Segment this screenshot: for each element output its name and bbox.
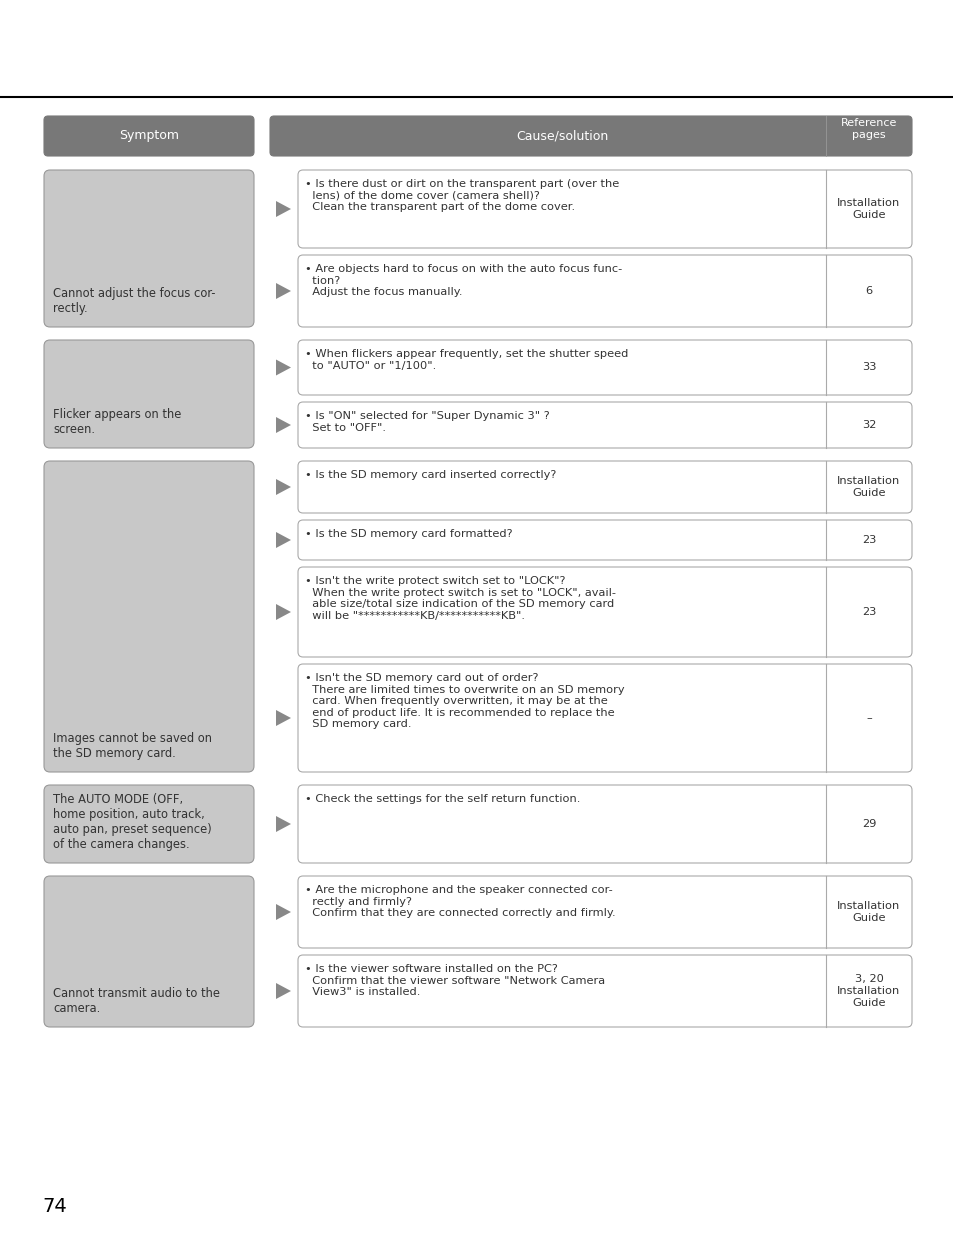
FancyBboxPatch shape bbox=[44, 169, 253, 327]
FancyBboxPatch shape bbox=[297, 255, 911, 327]
Polygon shape bbox=[275, 710, 291, 726]
FancyBboxPatch shape bbox=[297, 664, 911, 772]
FancyBboxPatch shape bbox=[297, 785, 911, 863]
Text: 32: 32 bbox=[861, 421, 875, 430]
FancyBboxPatch shape bbox=[44, 116, 253, 156]
Text: 33: 33 bbox=[861, 362, 876, 372]
Text: 74: 74 bbox=[42, 1197, 67, 1216]
FancyBboxPatch shape bbox=[297, 169, 911, 247]
Text: Installation
Guide: Installation Guide bbox=[837, 476, 900, 497]
Text: • Isn't the write protect switch set to "LOCK"?
  When the write protect switch : • Isn't the write protect switch set to … bbox=[305, 576, 616, 621]
Text: • Is the SD memory card inserted correctly?: • Is the SD memory card inserted correct… bbox=[305, 470, 556, 480]
Polygon shape bbox=[275, 983, 291, 999]
Text: 23: 23 bbox=[861, 534, 875, 546]
Text: • Is there dust or dirt on the transparent part (over the
  lens) of the dome co: • Is there dust or dirt on the transpare… bbox=[305, 179, 618, 213]
Text: 6: 6 bbox=[864, 286, 872, 296]
Text: Symptom: Symptom bbox=[119, 130, 179, 142]
Text: Flicker appears on the
screen.: Flicker appears on the screen. bbox=[53, 408, 181, 435]
Text: 29: 29 bbox=[861, 819, 875, 829]
Text: –: – bbox=[865, 713, 871, 722]
Text: • Is "ON" selected for "Super Dynamic 3" ?
  Set to "OFF".: • Is "ON" selected for "Super Dynamic 3"… bbox=[305, 411, 549, 433]
Text: Reference
pages: Reference pages bbox=[840, 119, 896, 140]
Text: Cannot transmit audio to the
camera.: Cannot transmit audio to the camera. bbox=[53, 987, 220, 1016]
Polygon shape bbox=[275, 816, 291, 833]
Polygon shape bbox=[275, 904, 291, 920]
Polygon shape bbox=[275, 532, 291, 548]
Text: 3, 20
Installation
Guide: 3, 20 Installation Guide bbox=[837, 975, 900, 1008]
FancyBboxPatch shape bbox=[44, 785, 253, 863]
FancyBboxPatch shape bbox=[297, 461, 911, 513]
FancyBboxPatch shape bbox=[297, 955, 911, 1027]
Polygon shape bbox=[275, 360, 291, 376]
Text: • Are objects hard to focus on with the auto focus func-
  tion?
  Adjust the fo: • Are objects hard to focus on with the … bbox=[305, 263, 621, 297]
FancyBboxPatch shape bbox=[297, 402, 911, 448]
Polygon shape bbox=[275, 283, 291, 299]
FancyBboxPatch shape bbox=[270, 116, 911, 156]
Polygon shape bbox=[275, 604, 291, 620]
Text: • Are the microphone and the speaker connected cor-
  rectly and firmly?
  Confi: • Are the microphone and the speaker con… bbox=[305, 884, 615, 918]
Polygon shape bbox=[275, 479, 291, 495]
Polygon shape bbox=[275, 200, 291, 216]
Text: • Isn't the SD memory card out of order?
  There are limited times to overwrite : • Isn't the SD memory card out of order?… bbox=[305, 673, 624, 730]
FancyBboxPatch shape bbox=[297, 567, 911, 657]
Text: The AUTO MODE (OFF,
home position, auto track,
auto pan, preset sequence)
of the: The AUTO MODE (OFF, home position, auto … bbox=[53, 793, 212, 851]
Text: • Check the settings for the self return function.: • Check the settings for the self return… bbox=[305, 794, 579, 804]
FancyBboxPatch shape bbox=[44, 340, 253, 448]
Text: Images cannot be saved on
the SD memory card.: Images cannot be saved on the SD memory … bbox=[53, 732, 212, 760]
Text: • Is the viewer software installed on the PC?
  Confirm that the viewer software: • Is the viewer software installed on th… bbox=[305, 964, 604, 997]
FancyBboxPatch shape bbox=[297, 340, 911, 395]
FancyBboxPatch shape bbox=[44, 461, 253, 772]
Text: Installation
Guide: Installation Guide bbox=[837, 198, 900, 220]
Text: • When flickers appear frequently, set the shutter speed
  to "AUTO" or "1/100".: • When flickers appear frequently, set t… bbox=[305, 349, 628, 371]
Text: 23: 23 bbox=[861, 607, 875, 617]
FancyBboxPatch shape bbox=[44, 876, 253, 1027]
Text: Cause/solution: Cause/solution bbox=[516, 130, 607, 142]
FancyBboxPatch shape bbox=[297, 520, 911, 560]
Text: Installation
Guide: Installation Guide bbox=[837, 902, 900, 923]
Polygon shape bbox=[275, 417, 291, 433]
Text: Cannot adjust the focus cor-
rectly.: Cannot adjust the focus cor- rectly. bbox=[53, 287, 215, 315]
Text: • Is the SD memory card formatted?: • Is the SD memory card formatted? bbox=[305, 529, 512, 539]
FancyBboxPatch shape bbox=[297, 876, 911, 948]
